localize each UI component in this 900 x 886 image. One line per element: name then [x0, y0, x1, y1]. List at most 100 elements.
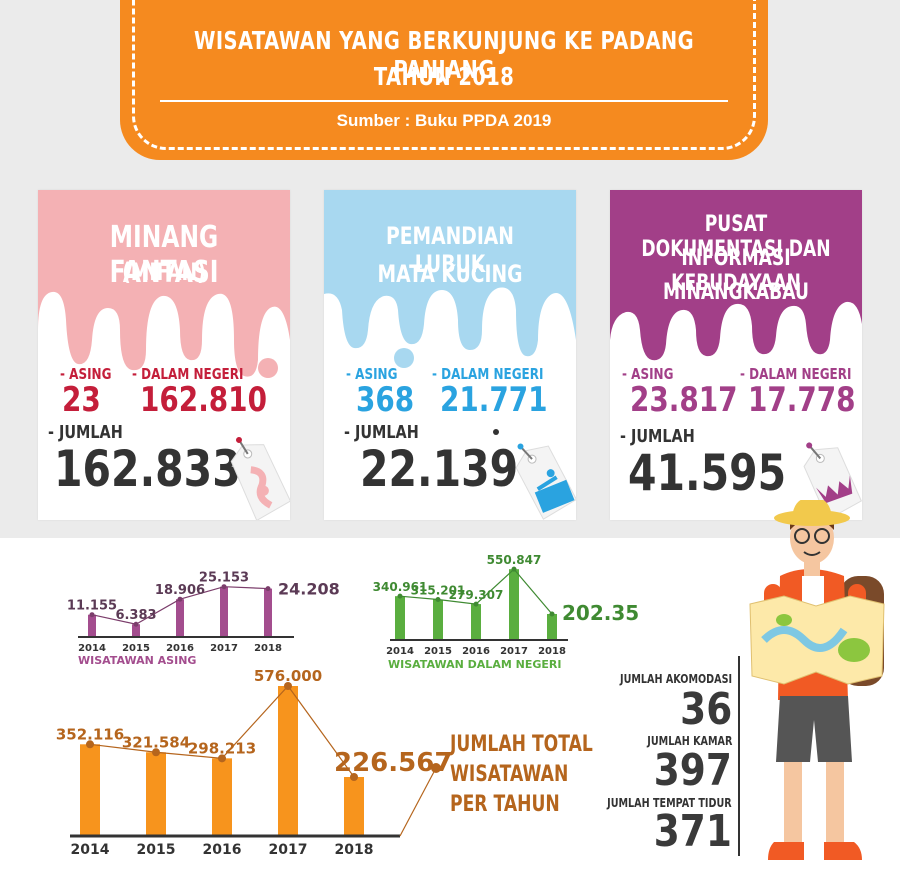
- chart-bar: [344, 776, 364, 836]
- jumlah-value: 22.139: [360, 440, 519, 498]
- chart-point: [221, 584, 227, 590]
- chart-point: [435, 596, 441, 602]
- card-title-line1: PUSAT DOKUMENTASI DAN: [641, 212, 831, 262]
- jumlah-value: 162.833: [54, 440, 241, 498]
- chart-year-label: 2016: [166, 643, 194, 654]
- chart-axis-title: WISATAWAN ASING: [78, 654, 196, 667]
- kamar-label: JUMLAH KAMAR: [646, 734, 732, 748]
- chart-value-label: 352.116: [56, 725, 124, 743]
- total-title-line1: JUMLAH TOTAL: [450, 732, 593, 757]
- chart-point: [549, 611, 555, 617]
- chart-bar: [278, 686, 298, 836]
- jumlah-label: - JUMLAH: [344, 422, 419, 443]
- jumlah-value: 41.595: [628, 444, 787, 502]
- chart-year-label: 2017: [269, 842, 308, 858]
- chart-year-label: 2015: [424, 646, 452, 657]
- drip-background: [610, 190, 862, 361]
- chart-point: [473, 601, 479, 607]
- chart-bar: [88, 614, 96, 637]
- tag-swimmer-icon: [515, 443, 576, 520]
- chart-value-label: 298.213: [188, 739, 256, 757]
- chart-value-label: 576.000: [254, 667, 322, 685]
- chart-point: [218, 754, 226, 763]
- chart-bar: [146, 752, 166, 836]
- chart-value-label: 18.906: [155, 583, 205, 598]
- banner-source: Sumber : Buku PPDA 2019: [336, 111, 552, 130]
- chart-year-label: 2017: [500, 646, 528, 657]
- chart-point: [350, 772, 358, 781]
- chart-bar: [547, 613, 557, 640]
- chart-axis-title: WISATAWAN DALAM NEGERI: [388, 658, 561, 671]
- asing-value: 23: [62, 380, 101, 420]
- total-chart-title: JUMLAH TOTAL WISATAWAN PER TAHUN: [450, 730, 593, 820]
- chart-value-label: 279.307: [449, 588, 504, 602]
- chart-point: [265, 586, 271, 592]
- chart-year-label: 2017: [210, 643, 238, 654]
- akomodasi-label: JUMLAH AKOMODASI: [619, 672, 732, 686]
- drip-background: [38, 190, 290, 378]
- chart-year-label: 2016: [203, 842, 242, 858]
- chart-value-label: 202.359: [562, 601, 640, 625]
- chart-title-connector: [399, 767, 437, 837]
- banner-dashed-border: [132, 0, 756, 150]
- chart-bar: [176, 599, 184, 637]
- asing-label: - ASING: [622, 365, 674, 383]
- chart-bar: [509, 569, 519, 640]
- chart-year-label: 2014: [386, 646, 414, 657]
- dalam-negeri-label: - DALAM NEGERI: [740, 365, 852, 383]
- card-pemandian-lubuk: PEMANDIAN LUBUK MATA KUCING - ASING 368 …: [324, 190, 576, 520]
- chart-bar: [220, 586, 228, 637]
- banner-divider: [160, 100, 728, 102]
- kamar-value: 397: [653, 745, 732, 796]
- card-pdikm: PUSAT DOKUMENTASI DAN INFORMASI KEBUDAYA…: [610, 190, 862, 520]
- chart-point: [89, 612, 95, 618]
- chart-point: [511, 566, 517, 572]
- chart-bar: [132, 624, 140, 637]
- chart-value-label: 340.961: [373, 580, 428, 594]
- chart-point: [177, 596, 183, 602]
- card-title-line2: INFORMASI KEBUDAYAAN: [671, 246, 801, 296]
- card-minang-fantasi: MINANG FANTASI (MIFAN) - ASING 23 - DALA…: [38, 190, 290, 520]
- jumlah-label: - JUMLAH: [620, 426, 695, 447]
- dalam-negeri-label: - DALAM NEGERI: [132, 365, 244, 383]
- chart-point: [284, 682, 292, 690]
- card-title-line3: MINANGKABAU: [663, 280, 809, 305]
- asing-label: - ASING: [60, 365, 112, 383]
- chart-value-label: 321.584: [122, 733, 190, 751]
- chart-value-label: 11.155: [67, 599, 117, 614]
- dalam-negeri-value: 162.810: [140, 380, 267, 420]
- total-title-line3: PER TAHUN: [450, 792, 560, 817]
- card-title-line2: (MIFAN): [122, 258, 206, 286]
- total-title-line2: WISATAWAN: [450, 762, 569, 787]
- tempat-tidur-value: 371: [653, 806, 732, 857]
- chart-value-label: 315.201: [411, 583, 466, 597]
- asing-value: 23.817: [630, 380, 738, 420]
- asing-label: - ASING: [346, 365, 398, 383]
- chart-bar: [395, 596, 405, 640]
- chart-value-label: 25.153: [199, 571, 249, 586]
- chart-bar: [471, 604, 481, 640]
- chart-value-label: 24.208: [278, 580, 340, 599]
- tourist-with-map-illustration: [749, 500, 885, 860]
- header-banner: WISATAWAN YANG BERKUNJUNG KE PADANG PANJ…: [120, 0, 768, 160]
- chart-year-label: 2015: [137, 842, 176, 858]
- dalam-negeri-value: 17.778: [748, 380, 856, 420]
- chart-bar: [212, 758, 232, 836]
- jumlah-label: - JUMLAH: [48, 422, 123, 443]
- chart-point: [397, 593, 403, 599]
- banner-title-line2: TAHUN 2018: [373, 62, 515, 91]
- chart-year-label: 2015: [122, 643, 150, 654]
- drip-background: [324, 190, 576, 435]
- card-title-line1: MINANG FANTASI: [109, 220, 219, 290]
- chart-year-label: 2014: [78, 643, 106, 654]
- chart-bar: [264, 588, 272, 637]
- asing-value: 368: [356, 380, 415, 420]
- dalam-negeri-label: - DALAM NEGERI: [432, 365, 544, 383]
- card-title-line1: PEMANDIAN LUBUK: [386, 222, 514, 278]
- tag-waterslide-icon: [230, 436, 290, 520]
- chart-year-label: 2018: [254, 643, 282, 654]
- chart-year-label: 2014: [71, 842, 110, 858]
- chart-value-label: 226.567: [334, 748, 452, 778]
- chart-point: [152, 748, 160, 757]
